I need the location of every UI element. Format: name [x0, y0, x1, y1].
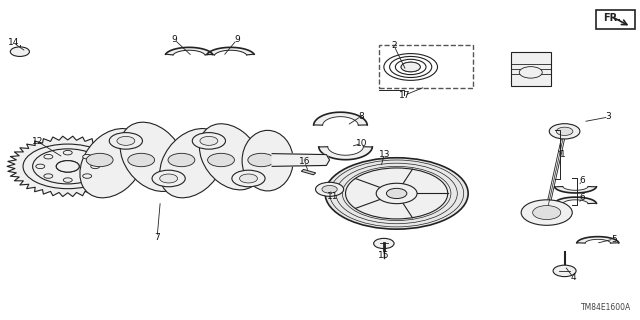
Ellipse shape — [200, 124, 262, 190]
Circle shape — [200, 136, 218, 145]
Circle shape — [374, 238, 394, 249]
Bar — [379, 45, 473, 88]
Ellipse shape — [160, 129, 225, 198]
Circle shape — [128, 153, 155, 167]
Polygon shape — [272, 154, 330, 166]
Polygon shape — [554, 197, 596, 204]
Bar — [511, 52, 550, 86]
Circle shape — [192, 132, 225, 149]
Circle shape — [83, 174, 92, 178]
Text: 16: 16 — [299, 157, 310, 166]
Circle shape — [322, 186, 337, 193]
Circle shape — [346, 168, 448, 219]
Circle shape — [36, 164, 45, 169]
Polygon shape — [301, 169, 316, 175]
Text: 10: 10 — [356, 139, 367, 148]
Polygon shape — [577, 237, 619, 243]
Polygon shape — [170, 154, 195, 166]
Circle shape — [56, 161, 79, 172]
Circle shape — [160, 174, 177, 183]
Text: 15: 15 — [378, 251, 390, 260]
Polygon shape — [7, 136, 129, 196]
Circle shape — [91, 164, 100, 169]
Ellipse shape — [120, 122, 185, 191]
Circle shape — [325, 158, 468, 229]
Circle shape — [401, 62, 420, 72]
Polygon shape — [207, 47, 254, 55]
Bar — [596, 10, 636, 29]
Polygon shape — [129, 154, 154, 166]
Polygon shape — [275, 155, 326, 165]
Circle shape — [152, 170, 185, 187]
Circle shape — [10, 47, 29, 56]
Text: 17: 17 — [399, 91, 410, 100]
Polygon shape — [246, 154, 272, 166]
Circle shape — [109, 132, 143, 149]
Text: 12: 12 — [32, 137, 44, 146]
Circle shape — [232, 170, 265, 187]
Circle shape — [239, 174, 257, 183]
Polygon shape — [554, 187, 596, 193]
Text: TM84E1600A: TM84E1600A — [581, 303, 632, 312]
Text: 8: 8 — [358, 112, 364, 121]
Text: 2: 2 — [391, 41, 397, 51]
Text: 4: 4 — [571, 273, 577, 282]
Circle shape — [168, 153, 195, 167]
Circle shape — [248, 153, 275, 167]
Text: 5: 5 — [611, 235, 616, 244]
Text: 11: 11 — [327, 192, 339, 201]
Text: 7: 7 — [154, 233, 160, 242]
Polygon shape — [90, 154, 113, 166]
Circle shape — [387, 188, 407, 198]
Polygon shape — [319, 147, 372, 160]
Polygon shape — [166, 47, 212, 55]
Polygon shape — [208, 154, 234, 166]
Circle shape — [44, 174, 53, 178]
Circle shape — [521, 200, 572, 225]
Text: 9: 9 — [172, 35, 177, 44]
Circle shape — [549, 124, 580, 139]
Circle shape — [316, 182, 344, 196]
Ellipse shape — [80, 129, 145, 198]
Circle shape — [44, 155, 53, 159]
Circle shape — [63, 150, 72, 155]
Text: 6: 6 — [579, 193, 585, 202]
Text: 6: 6 — [579, 176, 585, 185]
Text: 9: 9 — [234, 35, 240, 44]
Text: FR.: FR. — [603, 13, 621, 23]
Circle shape — [83, 155, 92, 159]
Ellipse shape — [242, 130, 293, 191]
Text: 3: 3 — [606, 113, 612, 122]
Text: 14: 14 — [8, 38, 19, 47]
Text: 13: 13 — [379, 150, 390, 159]
Circle shape — [63, 178, 72, 182]
Circle shape — [207, 153, 234, 167]
Circle shape — [556, 127, 573, 135]
Circle shape — [519, 67, 542, 78]
Polygon shape — [314, 112, 367, 125]
Circle shape — [553, 265, 576, 276]
Circle shape — [117, 136, 135, 145]
Circle shape — [376, 183, 417, 204]
Text: 1: 1 — [560, 150, 566, 159]
Circle shape — [86, 153, 113, 167]
Circle shape — [532, 205, 561, 220]
